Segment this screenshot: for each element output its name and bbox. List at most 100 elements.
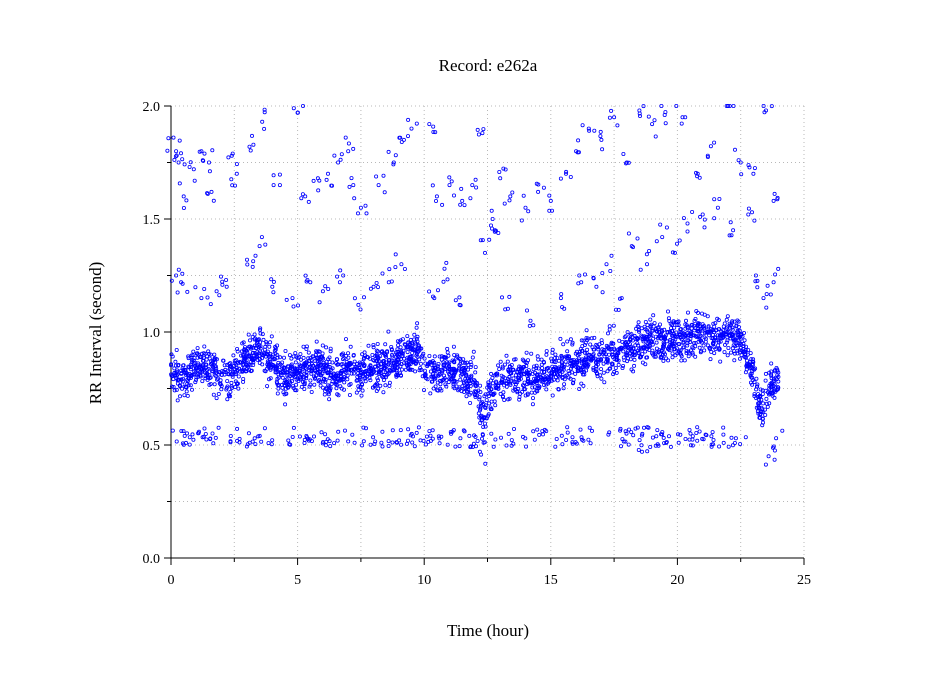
data-point <box>641 339 646 344</box>
data-point <box>304 346 309 351</box>
data-point <box>439 357 444 362</box>
data-point <box>301 376 306 381</box>
data-point <box>599 367 604 372</box>
data-point <box>483 405 488 410</box>
data-point-outlier <box>519 218 524 223</box>
data-point-outlier <box>251 259 256 264</box>
data-point <box>228 389 233 394</box>
data-point <box>211 365 216 370</box>
data-point-low <box>623 439 628 444</box>
data-point <box>679 337 684 342</box>
data-point <box>722 350 727 355</box>
data-point-low <box>570 435 575 440</box>
data-point-outlier <box>449 179 454 184</box>
data-point-low <box>733 436 738 441</box>
data-point <box>390 367 395 372</box>
data-point <box>262 347 267 352</box>
data-point <box>526 376 531 381</box>
data-point <box>370 385 375 390</box>
data-point <box>374 359 379 364</box>
data-point <box>601 361 606 366</box>
data-point-outlier <box>771 198 776 203</box>
data-point-outlier <box>316 188 321 193</box>
data-point <box>518 391 523 396</box>
data-point <box>752 393 757 398</box>
data-point <box>621 363 626 368</box>
data-point <box>711 321 716 326</box>
data-point-outlier <box>755 278 760 283</box>
data-point-outlier <box>591 276 596 281</box>
data-point-outlier <box>547 208 552 213</box>
data-point-outlier <box>702 225 707 230</box>
data-point <box>544 387 549 392</box>
data-point-outlier <box>645 262 650 267</box>
data-point <box>648 317 653 322</box>
data-point-low <box>390 440 395 445</box>
data-point <box>769 384 774 389</box>
data-point-outlier <box>773 272 778 277</box>
data-point <box>561 342 566 347</box>
data-point <box>211 369 216 374</box>
data-point <box>232 358 237 363</box>
data-point-low <box>535 427 540 432</box>
data-point <box>707 330 712 335</box>
data-point <box>686 354 691 359</box>
data-point <box>589 358 594 363</box>
data-point-outlier <box>346 149 351 154</box>
data-point <box>661 358 666 363</box>
data-point-outlier <box>541 185 546 190</box>
data-point-outlier <box>708 144 713 149</box>
data-point <box>441 377 446 382</box>
data-point <box>491 392 496 397</box>
data-point <box>172 388 177 393</box>
data-point-outlier <box>300 192 305 197</box>
data-point <box>685 324 690 329</box>
data-point <box>717 327 722 332</box>
data-point-outlier <box>521 193 526 198</box>
data-point <box>452 386 457 391</box>
data-point-outlier <box>224 284 229 289</box>
data-point-outlier <box>440 202 445 207</box>
data-point-low <box>174 439 179 444</box>
data-point-outlier <box>763 462 768 467</box>
data-point <box>214 370 219 375</box>
data-point <box>753 366 758 371</box>
data-point-outlier <box>746 212 751 217</box>
data-point-low <box>664 439 669 444</box>
x-tick-label: 0 <box>168 573 175 588</box>
data-point-outlier <box>218 274 223 279</box>
data-point <box>519 369 524 374</box>
data-point <box>767 401 772 406</box>
data-point <box>471 349 476 354</box>
data-point <box>539 369 544 374</box>
data-point <box>713 336 718 341</box>
data-point-low <box>371 435 376 440</box>
data-point-low <box>618 426 623 431</box>
data-point <box>342 356 347 361</box>
data-point-low <box>721 440 726 445</box>
data-point <box>362 362 367 367</box>
data-point-low <box>190 432 195 437</box>
data-point <box>173 363 178 368</box>
data-point <box>433 384 438 389</box>
data-point <box>741 344 746 349</box>
data-point <box>177 377 182 382</box>
data-point <box>729 350 734 355</box>
data-point <box>635 341 640 346</box>
data-point-low <box>655 442 660 447</box>
data-point <box>240 369 245 374</box>
data-point-outlier <box>769 104 774 109</box>
data-point <box>749 380 754 385</box>
data-point-low <box>694 430 699 435</box>
data-point-outlier <box>498 176 503 181</box>
data-point <box>560 376 565 381</box>
data-point <box>701 343 706 348</box>
data-point <box>430 360 435 365</box>
data-point <box>231 353 236 358</box>
data-point-outlier <box>299 196 304 201</box>
data-point <box>558 336 563 341</box>
data-point-outlier <box>726 104 731 109</box>
data-point-outlier <box>476 132 481 137</box>
data-point-outlier <box>291 106 296 111</box>
data-point-outlier <box>253 253 258 258</box>
